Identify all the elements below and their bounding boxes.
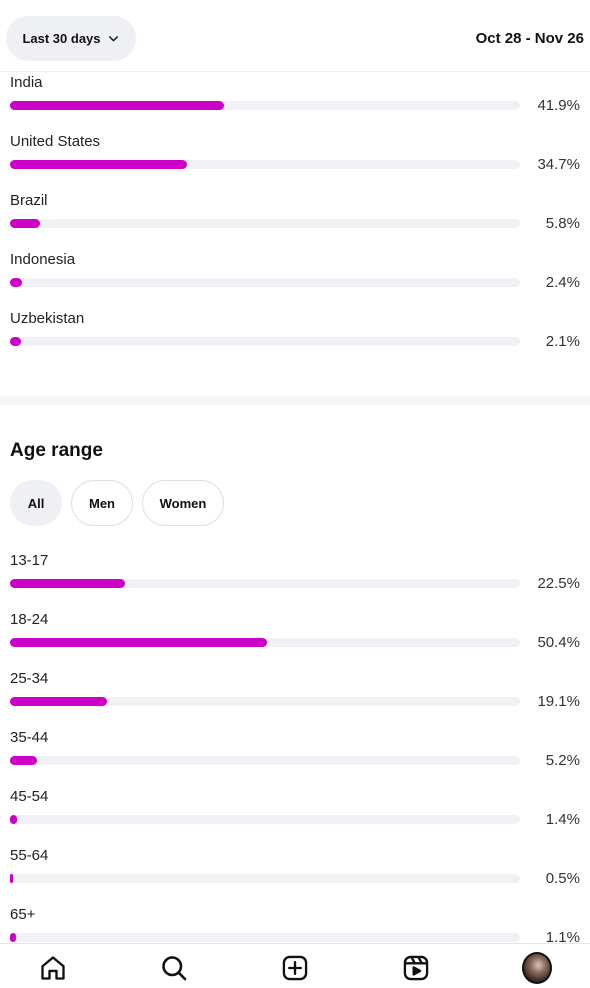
age-row: 55-64 0.5% (0, 847, 590, 906)
age-percent: 50.4% (537, 634, 580, 651)
gender-filter-chips: All Men Women (10, 480, 224, 526)
nav-home[interactable] (38, 953, 68, 983)
home-icon (41, 956, 65, 980)
bar-fill (10, 579, 125, 588)
age-percent: 1.4% (545, 811, 580, 828)
filter-chip-all[interactable]: All (10, 480, 62, 526)
country-row: United States 34.7% (0, 133, 590, 192)
bar-fill (10, 278, 23, 287)
age-percent: 19.1% (537, 693, 580, 710)
bar-track (10, 219, 520, 228)
country-label: United States (10, 133, 101, 150)
date-range-dropdown[interactable]: Last 30 days (6, 16, 136, 61)
country-label: India (10, 74, 43, 91)
age-label: 65+ (10, 906, 36, 923)
bar-fill (10, 756, 37, 765)
bar-fill (10, 219, 40, 228)
country-percent: 2.4% (545, 274, 580, 291)
country-percent: 2.1% (545, 333, 580, 350)
country-row: Indonesia 2.4% (0, 251, 590, 310)
bar-fill (10, 638, 268, 647)
country-percent: 41.9% (537, 97, 580, 114)
age-row: 13-17 22.5% (0, 552, 590, 611)
age-percent: 5.2% (545, 752, 580, 769)
nav-create[interactable] (280, 953, 310, 983)
age-label: 18-24 (10, 611, 49, 628)
nav-reels[interactable] (401, 953, 431, 983)
country-label: Indonesia (10, 251, 76, 268)
bar-track (10, 815, 520, 824)
nav-profile[interactable] (522, 952, 552, 984)
bar-fill (10, 697, 108, 706)
country-label: Brazil (10, 192, 48, 209)
age-row: 35-44 5.2% (0, 729, 590, 788)
filter-chip-men[interactable]: Men (71, 480, 133, 526)
bar-track (10, 933, 520, 942)
nav-search[interactable] (159, 953, 189, 983)
country-label: Uzbekistan (10, 310, 85, 327)
country-percent: 34.7% (537, 156, 580, 173)
search-icon (162, 956, 187, 981)
bar-fill (10, 101, 224, 110)
bar-track (10, 101, 520, 110)
bar-track (10, 160, 520, 169)
age-row: 45-54 1.4% (0, 788, 590, 847)
reels-icon (403, 955, 429, 981)
chevron-down-icon (108, 36, 118, 42)
country-percent: 5.8% (545, 215, 580, 232)
bar-track (10, 337, 520, 346)
age-label: 45-54 (10, 788, 49, 805)
date-range-text: Oct 28 - Nov 26 (475, 30, 584, 47)
bar-fill (10, 337, 21, 346)
bar-track (10, 638, 520, 647)
bar-track (10, 579, 520, 588)
bottom-nav-bar (0, 943, 590, 988)
section-divider (0, 396, 590, 405)
age-label: 25-34 (10, 670, 49, 687)
bar-fill (10, 933, 16, 942)
bar-fill (10, 815, 18, 824)
age-percent: 1.1% (545, 929, 580, 946)
age-row: 65+ 1.1% (0, 906, 590, 965)
age-row: 25-34 19.1% (0, 670, 590, 729)
age-range-title: Age range (10, 440, 103, 461)
filter-chip-women[interactable]: Women (142, 480, 224, 526)
age-label: 13-17 (10, 552, 49, 569)
bar-track (10, 278, 520, 287)
age-percent: 0.5% (545, 870, 580, 887)
bar-track (10, 874, 520, 883)
country-row: Brazil 5.8% (0, 192, 590, 251)
profile-avatar (522, 952, 552, 984)
country-row: India 41.9% (0, 74, 590, 133)
age-percent: 22.5% (537, 575, 580, 592)
country-row: Uzbekistan 2.1% (0, 310, 590, 369)
bar-fill (10, 874, 13, 883)
age-label: 35-44 (10, 729, 49, 746)
create-icon (282, 955, 308, 981)
bar-track (10, 756, 520, 765)
bar-fill (10, 160, 187, 169)
bar-track (10, 697, 520, 706)
top-bar: Last 30 days Oct 28 - Nov 26 (0, 0, 590, 72)
age-row: 18-24 50.4% (0, 611, 590, 670)
date-range-dropdown-label: Last 30 days (22, 31, 101, 46)
age-label: 55-64 (10, 847, 49, 864)
